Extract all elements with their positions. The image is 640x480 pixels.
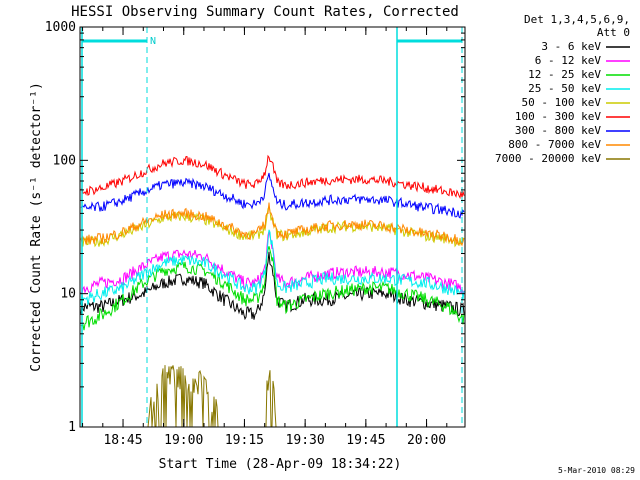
- y-axis-label: Corrected Count Rate (s⁻¹ detector⁻¹): [29, 82, 44, 372]
- legend-label-5: 50 - 100 keV: [522, 96, 602, 109]
- plot-area: [80, 154, 465, 428]
- series-line-7: [80, 172, 465, 219]
- y-tick-label-0: 1: [68, 420, 76, 435]
- y-tick-label-3: 1000: [45, 20, 76, 35]
- y-tick-label-2: 100: [53, 153, 76, 168]
- series-line-9: [81, 365, 464, 428]
- legend-label-9: 7000 - 20000 keV: [495, 152, 601, 165]
- legend-label-8: 800 - 7000 keV: [508, 138, 601, 151]
- x-axis-label: Start Time (28-Apr-09 18:34:22): [159, 457, 402, 472]
- legend-header-line-2: Att 0: [597, 26, 630, 39]
- x-tick-label-3: 19:30: [286, 433, 325, 448]
- legend-label-1: 3 - 6 keV: [541, 40, 601, 53]
- legend-header: Det 1,3,4,5,6,9, Att 0: [524, 13, 630, 39]
- series-line-6: [80, 154, 465, 200]
- series-line-8: [80, 202, 465, 247]
- x-tick-label-1: 19:00: [164, 433, 203, 448]
- series-line-3: [80, 246, 465, 331]
- plot-frame: [79, 26, 466, 428]
- legend-label-6: 100 - 300 keV: [515, 110, 601, 123]
- legend-label-2: 6 - 12 keV: [535, 54, 602, 67]
- legend-label-7: 300 - 800 keV: [515, 124, 601, 137]
- x-tick-label-5: 20:00: [407, 433, 446, 448]
- x-tick-label-0: 18:45: [103, 433, 142, 448]
- series-line-1: [80, 251, 465, 321]
- x-tick-label-4: 19:45: [346, 433, 385, 448]
- footer-date: 5-Mar-2010 08:29: [558, 466, 635, 475]
- legend-label-4: 25 - 50 keV: [528, 82, 601, 95]
- axes: 18:45 19:00 19:15 19:30 19:45 20:00 1 10 100 1000: [45, 20, 465, 448]
- time-markers: [81, 27, 463, 427]
- x-tick-label-2: 19:15: [225, 433, 264, 448]
- series-line-4: [80, 229, 465, 305]
- flag-label: N: [150, 36, 156, 47]
- legend-header-line-1: Det 1,3,4,5,6,9,: [524, 13, 630, 26]
- chart-title: HESSI Observing Summary Count Rates, Cor…: [71, 4, 459, 20]
- legend-label-3: 12 - 25 keV: [528, 68, 601, 81]
- y-tick-label-1: 10: [60, 287, 76, 302]
